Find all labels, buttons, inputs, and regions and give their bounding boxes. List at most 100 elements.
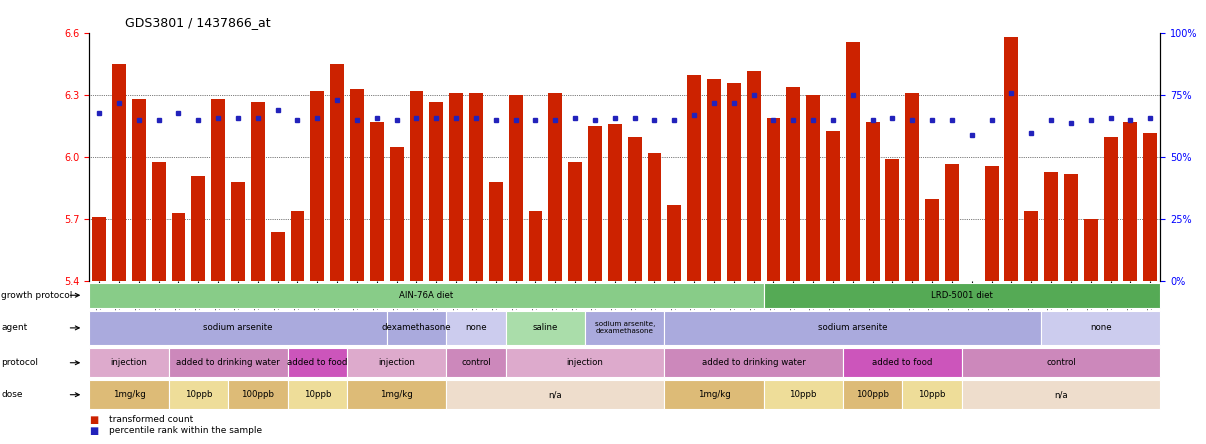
Bar [1143, 133, 1158, 444]
Bar [171, 213, 186, 444]
Text: 100ppb: 100ppb [241, 390, 274, 399]
Bar [843, 380, 902, 409]
Bar [687, 75, 701, 444]
Bar [1024, 211, 1038, 444]
Bar [330, 64, 344, 444]
Text: 1mg/kg: 1mg/kg [697, 390, 731, 399]
Bar [152, 162, 165, 444]
Bar [648, 153, 661, 444]
Bar [707, 79, 721, 444]
Bar [786, 87, 801, 444]
Text: 10ppb: 10ppb [918, 390, 946, 399]
Bar [469, 93, 482, 444]
Bar [962, 348, 1160, 377]
Bar [1005, 37, 1018, 444]
Bar [287, 348, 347, 377]
Bar [251, 102, 265, 444]
Text: control: control [461, 358, 491, 367]
Text: growth protocol: growth protocol [1, 291, 72, 300]
Text: injection: injection [567, 358, 603, 367]
Bar [747, 71, 761, 444]
Bar [763, 380, 843, 409]
Bar [387, 310, 446, 345]
Text: added to drinking water: added to drinking water [176, 358, 280, 367]
Text: LRD-5001 diet: LRD-5001 diet [931, 291, 993, 300]
Bar [568, 162, 582, 444]
Bar [446, 380, 665, 409]
Bar [925, 199, 939, 444]
Bar [528, 211, 543, 444]
Text: none: none [1090, 323, 1112, 333]
Bar [946, 163, 959, 444]
Bar [350, 89, 364, 444]
Bar [270, 232, 285, 444]
Bar [1124, 122, 1137, 444]
Bar [667, 205, 681, 444]
Bar [89, 282, 763, 308]
Text: 1mg/kg: 1mg/kg [380, 390, 412, 399]
Bar [767, 118, 780, 444]
Text: 100ppb: 100ppb [856, 390, 889, 399]
Text: protocol: protocol [1, 358, 39, 367]
Text: n/a: n/a [1054, 390, 1067, 399]
Text: n/a: n/a [549, 390, 562, 399]
Bar [665, 348, 843, 377]
Bar [1041, 310, 1160, 345]
Bar [310, 91, 324, 444]
Bar [488, 182, 503, 444]
Bar [1044, 172, 1058, 444]
Text: none: none [466, 323, 487, 333]
Bar [866, 122, 879, 444]
Bar [446, 310, 505, 345]
Text: 10ppb: 10ppb [185, 390, 212, 399]
Text: 10ppb: 10ppb [790, 390, 816, 399]
Bar [347, 348, 446, 377]
Bar [347, 380, 446, 409]
Text: sodium arsenite: sodium arsenite [204, 323, 273, 333]
Text: dose: dose [1, 390, 23, 399]
Bar [608, 124, 622, 444]
Bar [826, 131, 839, 444]
Bar [665, 310, 1041, 345]
Bar [627, 137, 642, 444]
Bar [449, 93, 463, 444]
Bar [232, 182, 245, 444]
Bar [806, 95, 820, 444]
Bar [89, 380, 169, 409]
Text: 10ppb: 10ppb [304, 390, 332, 399]
Text: added to food: added to food [872, 358, 932, 367]
Bar [727, 83, 740, 444]
Bar [965, 302, 979, 444]
Text: ■: ■ [89, 426, 99, 436]
Bar [845, 42, 860, 444]
Text: added to drinking water: added to drinking water [702, 358, 806, 367]
Text: dexamethasone: dexamethasone [381, 323, 451, 333]
Bar [169, 380, 228, 409]
Text: agent: agent [1, 323, 28, 333]
Bar [906, 93, 919, 444]
Bar [885, 159, 900, 444]
Bar [984, 166, 999, 444]
Bar [370, 122, 384, 444]
Text: sodium arsenite: sodium arsenite [818, 323, 888, 333]
Bar [112, 64, 125, 444]
Text: GDS3801 / 1437866_at: GDS3801 / 1437866_at [125, 16, 271, 29]
Bar [89, 310, 387, 345]
Bar [1064, 174, 1078, 444]
Text: AIN-76A diet: AIN-76A diet [399, 291, 453, 300]
Bar [549, 93, 562, 444]
Bar [505, 348, 665, 377]
Bar [228, 380, 287, 409]
Text: percentile rank within the sample: percentile rank within the sample [109, 426, 262, 435]
Bar [1084, 219, 1097, 444]
Text: injection: injection [379, 358, 415, 367]
Text: added to food: added to food [287, 358, 347, 367]
Bar [89, 348, 169, 377]
Text: saline: saline [533, 323, 558, 333]
Bar [1103, 137, 1118, 444]
Bar [429, 102, 444, 444]
Text: sodium arsenite,
dexamethasone: sodium arsenite, dexamethasone [595, 321, 655, 334]
Bar [665, 380, 763, 409]
Bar [763, 282, 1160, 308]
Bar [843, 348, 962, 377]
